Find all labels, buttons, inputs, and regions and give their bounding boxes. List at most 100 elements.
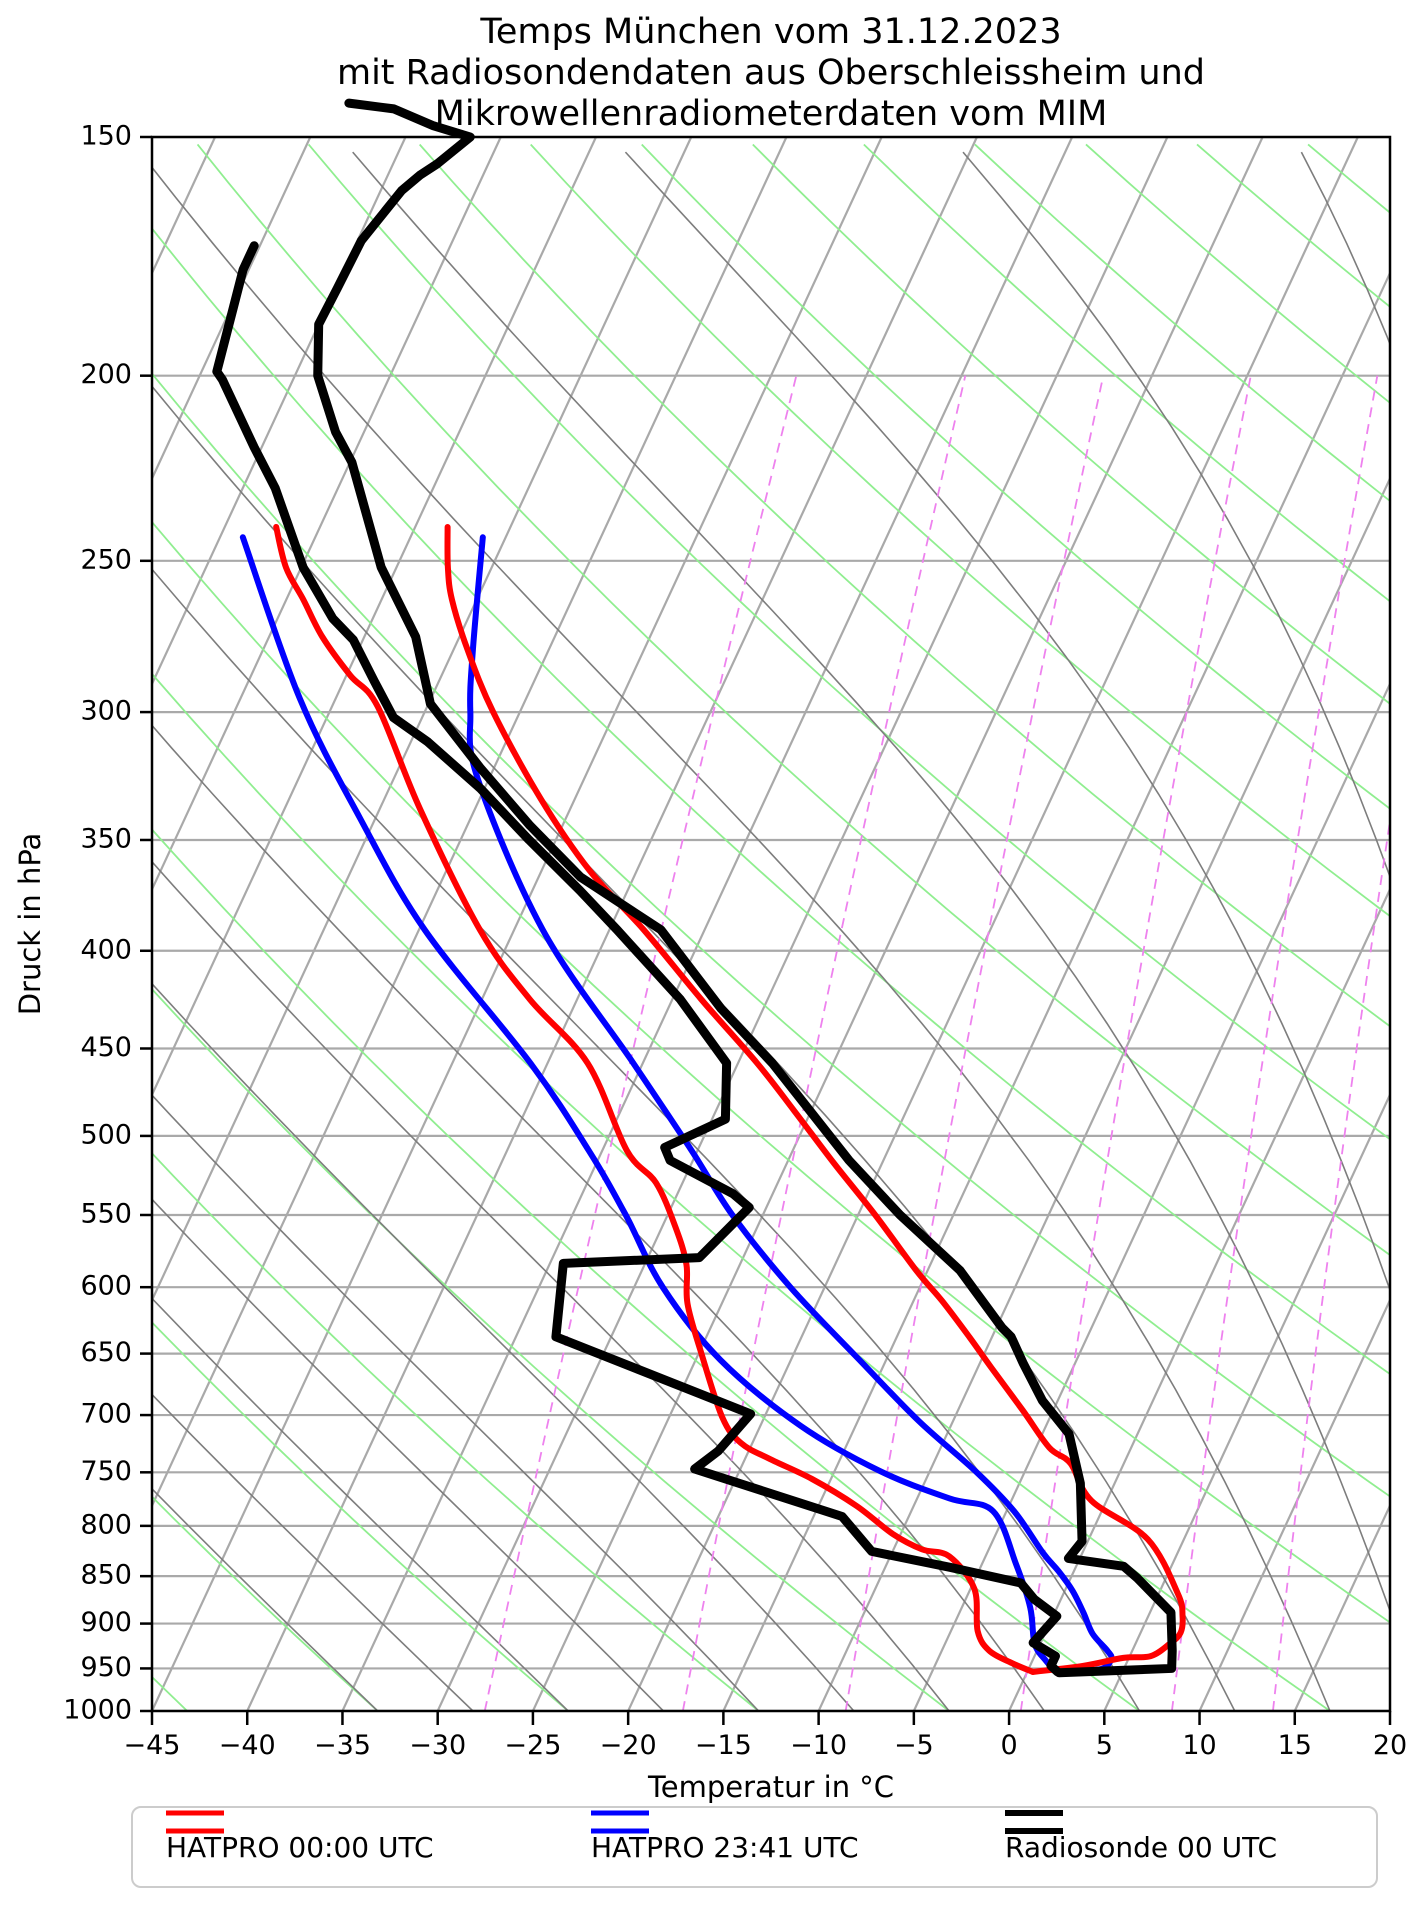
y-tick-label: 700 bbox=[80, 1399, 132, 1430]
isobar-gridlines bbox=[152, 137, 1390, 1711]
x-tick-label: −25 bbox=[504, 1730, 561, 1761]
dry-adiabat-line bbox=[152, 828, 1141, 1711]
curve-radiosonde00_dewpoint bbox=[212, 241, 1063, 1677]
x-tick-label: 10 bbox=[1182, 1730, 1216, 1761]
y-tick-label: 750 bbox=[80, 1456, 132, 1487]
y-tick-label: 350 bbox=[80, 823, 132, 854]
chart-title-line3: Mikrowellenradiometerdaten vom MIM bbox=[434, 94, 1108, 134]
y-tick-label: 600 bbox=[80, 1271, 132, 1302]
y-tick-label: 900 bbox=[80, 1607, 132, 1638]
legend-marker-radiosonde bbox=[1005, 1810, 1063, 1834]
dry-adiabat-line bbox=[530, 143, 1390, 918]
chart-title-line2: mit Radiosondendaten aus Oberschleisshei… bbox=[336, 53, 1206, 93]
moist-adiabat-line bbox=[152, 166, 1331, 1711]
legend-label-radiosonde: Radiosonde 00 UTC bbox=[1005, 1830, 1278, 1864]
dry-adiabat-line bbox=[307, 143, 1390, 1141]
dry-adiabat-line bbox=[974, 143, 1390, 503]
isotherm-line bbox=[152, 137, 312, 482]
dry-adiabat-line bbox=[152, 1152, 760, 1711]
moist-adiabat-line bbox=[152, 982, 855, 1711]
legend-item-hatpro-0000: HATPRO 00:00 UTC bbox=[166, 1808, 434, 1886]
legend-item-hatpro-2341: HATPRO 23:41 UTC bbox=[591, 1808, 859, 1886]
data-series bbox=[212, 98, 1186, 1678]
moist-adiabat-line bbox=[152, 1198, 664, 1711]
isotherm-line bbox=[152, 137, 502, 892]
curve-hatpro0000_dewpoint bbox=[273, 523, 1036, 1675]
mixing-ratio-line bbox=[1171, 375, 1379, 1711]
isotherm-line bbox=[531, 137, 1264, 1711]
axis-ticks: −45 −40 −35 −30 −25 −20 −15 −10 −5 0 5 10 15 20 150 200… bbox=[63, 121, 1407, 1762]
legend-marker-hatpro-2341 bbox=[591, 1810, 649, 1834]
mixing-ratio-line bbox=[1272, 815, 1390, 1711]
x-axis-label: Temperatur in °C bbox=[647, 1770, 895, 1804]
y-tick-label: 500 bbox=[80, 1119, 132, 1150]
y-tick-label: 650 bbox=[80, 1337, 132, 1368]
mixing-ratio-line bbox=[844, 375, 1105, 1711]
chart-title-line1: Temps München vom 31.12.2023 bbox=[480, 12, 1062, 52]
isotherm-line bbox=[341, 137, 1074, 1711]
mixing-ratio-line bbox=[1412, 376, 1427, 1711]
dry-adiabat-line bbox=[152, 987, 950, 1711]
dry-adiabat-line bbox=[752, 143, 1390, 705]
y-tick-label: 550 bbox=[80, 1198, 132, 1229]
dry-adiabat-line bbox=[152, 1321, 569, 1711]
legend-label-hatpro-0000: HATPRO 00:00 UTC bbox=[166, 1830, 434, 1864]
legend-item-radiosonde: Radiosonde 00 UTC bbox=[1005, 1808, 1277, 1886]
isotherm-line bbox=[152, 137, 693, 1303]
x-tick-label: −40 bbox=[219, 1730, 276, 1761]
moist-adiabat-line bbox=[352, 151, 1390, 1614]
dry-adiabat-line bbox=[1196, 143, 1390, 308]
x-tick-label: −15 bbox=[695, 1730, 752, 1761]
dry-adiabat-line bbox=[418, 143, 1390, 1028]
legend: HATPRO 00:00 UTC HATPRO 23:41 UTC Radios… bbox=[131, 1806, 1378, 1888]
mixing-ratio-lines bbox=[483, 375, 1427, 1711]
moist-adiabat-line bbox=[1300, 151, 1390, 347]
moist-adiabat-line bbox=[624, 151, 1390, 1293]
x-tick-label: 5 bbox=[1096, 1730, 1113, 1761]
dry-adiabat-line bbox=[1419, 144, 1427, 1711]
y-tick-label: 300 bbox=[80, 696, 132, 727]
isotherm-line bbox=[152, 137, 883, 1711]
dry-adiabat-line bbox=[1307, 143, 1390, 214]
dry-adiabat-line bbox=[152, 227, 1390, 1376]
legend-label-hatpro-2341: HATPRO 23:41 UTC bbox=[591, 1830, 859, 1864]
x-tick-label: −45 bbox=[124, 1730, 181, 1761]
isotherm-line bbox=[152, 137, 407, 687]
y-tick-label: 250 bbox=[80, 544, 132, 575]
moist-adiabat-line bbox=[152, 568, 1141, 1711]
x-tick-label: −35 bbox=[314, 1730, 371, 1761]
dry-adiabat-line bbox=[641, 143, 1390, 810]
y-tick-label: 850 bbox=[80, 1560, 132, 1591]
x-tick-label: −30 bbox=[409, 1730, 466, 1761]
y-tick-label: 1000 bbox=[63, 1695, 132, 1726]
isotherm-line bbox=[817, 475, 1390, 1711]
moist-adiabat-line bbox=[152, 1093, 760, 1711]
moist-adiabat-line bbox=[152, 385, 1236, 1711]
y-tick-label: 400 bbox=[80, 934, 132, 965]
dry-adiabat-line bbox=[152, 520, 1390, 1624]
chart-title: Temps München vom 31.12.2023 mit Radioso… bbox=[152, 12, 1390, 135]
mixing-ratio-line bbox=[1019, 375, 1252, 1711]
y-tick-label: 800 bbox=[80, 1509, 132, 1540]
y-tick-label: 150 bbox=[80, 121, 132, 152]
dry-adiabat-line bbox=[196, 143, 1390, 1257]
y-tick-label: 450 bbox=[80, 1032, 132, 1063]
x-tick-label: −5 bbox=[894, 1730, 934, 1761]
curve-hatpro2341_dewpoint bbox=[239, 534, 1058, 1674]
x-tick-label: 15 bbox=[1278, 1730, 1312, 1761]
x-tick-label: 0 bbox=[1000, 1730, 1017, 1761]
dry-adiabat-lines bbox=[152, 143, 1427, 1711]
dry-adiabat-line bbox=[152, 672, 1331, 1711]
moist-adiabat-line bbox=[962, 151, 1390, 879]
isotherm-line bbox=[436, 137, 1169, 1711]
curve-hatpro2341_temp bbox=[466, 534, 1115, 1675]
curve-hatpro0000_temp bbox=[444, 523, 1186, 1675]
moist-adiabat-line bbox=[152, 1297, 569, 1711]
x-tick-label: −20 bbox=[600, 1730, 657, 1761]
isotherm-line bbox=[152, 137, 597, 1098]
x-tick-label: −10 bbox=[790, 1730, 847, 1761]
mixing-ratio-line bbox=[483, 375, 798, 1711]
moist-adiabat-line bbox=[152, 1393, 474, 1711]
